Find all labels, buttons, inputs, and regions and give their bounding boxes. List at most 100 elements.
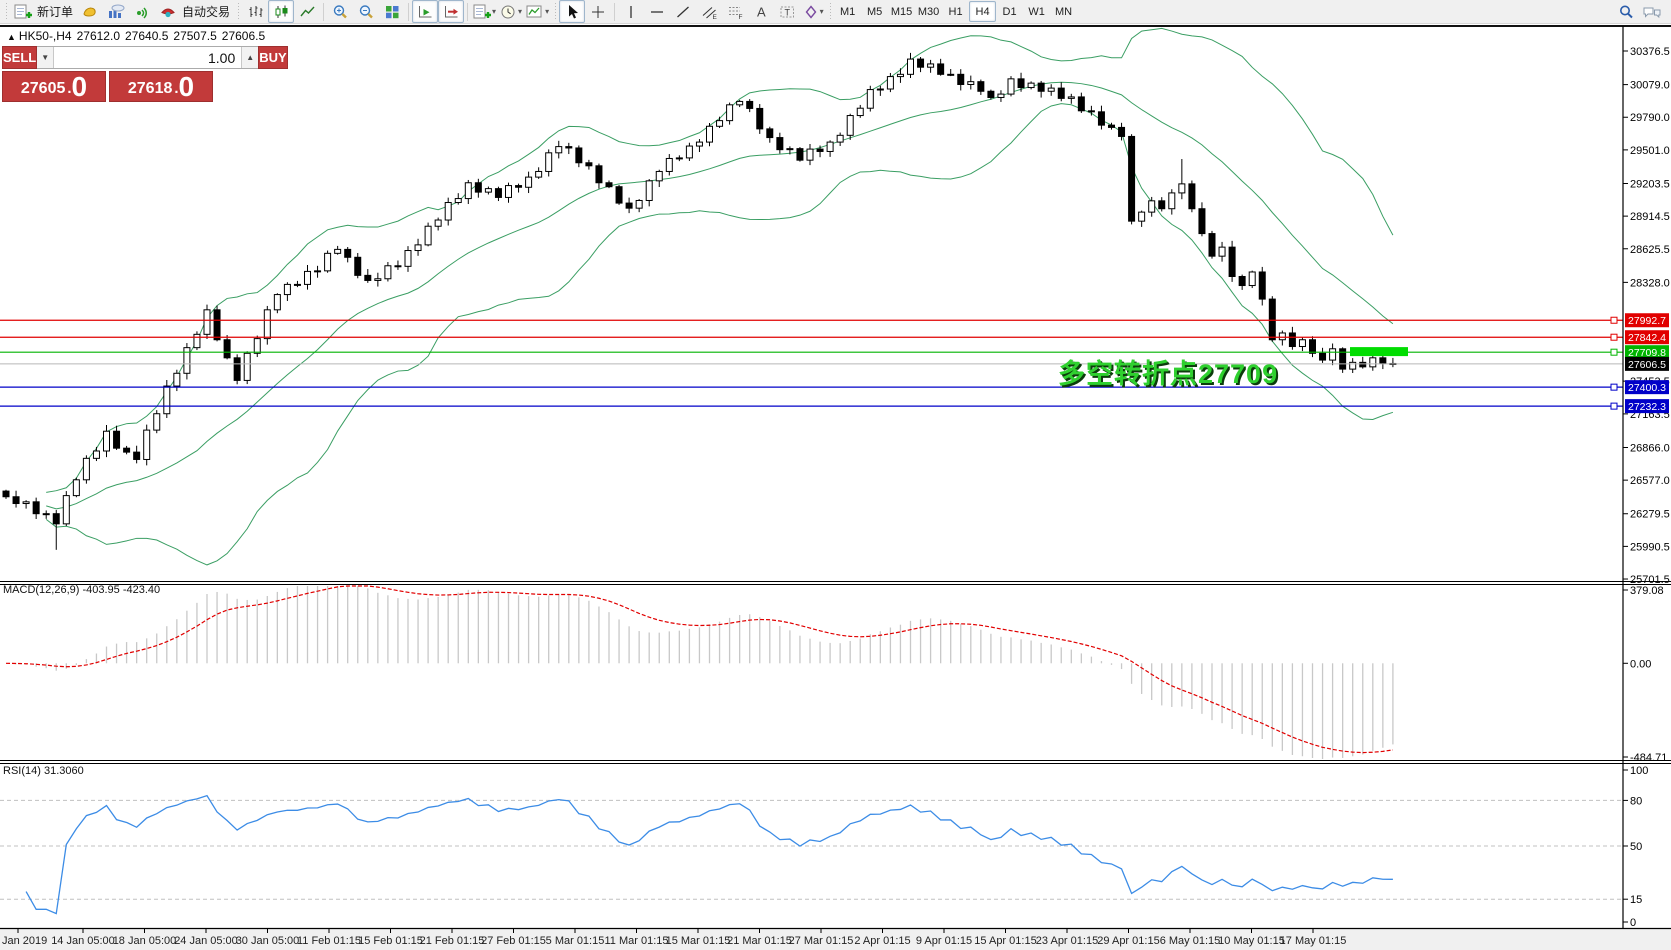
indicators-button[interactable]: ▾	[524, 0, 551, 23]
candle-bearish	[1288, 332, 1296, 348]
candle-bullish	[143, 429, 151, 460]
candle-bullish	[1178, 183, 1186, 194]
chat-button[interactable]	[1639, 0, 1665, 23]
timeframe-m5[interactable]: M5	[866, 5, 883, 18]
timeframe-m30[interactable]: M30	[917, 5, 940, 18]
candle-bearish	[133, 451, 141, 460]
candle-bullish	[675, 157, 683, 160]
line-chart-button[interactable]	[294, 0, 320, 23]
expand-arrow-icon[interactable]: ▲	[7, 32, 16, 42]
price-tick-label: 26577.0	[1630, 475, 1670, 487]
channel-tool-button[interactable]: E	[696, 0, 722, 23]
candle-bearish	[766, 128, 774, 139]
hline-27992.7[interactable]	[0, 316, 1623, 324]
timeframe-h4[interactable]: H4	[969, 1, 997, 22]
volume-box: ▼ ▲	[37, 46, 259, 69]
buy-button[interactable]: BUY	[258, 46, 288, 69]
new-template-button[interactable]: ▾	[471, 0, 498, 23]
candle-bearish	[585, 162, 593, 167]
fibonacci-tool-button[interactable]: F	[722, 0, 748, 23]
candle-bullish	[22, 501, 30, 505]
horizontal-line-tool-button[interactable]	[644, 0, 670, 23]
candle-bearish	[344, 248, 352, 258]
new-order-label[interactable]: 新订单	[37, 5, 74, 19]
trendline-tool-button[interactable]	[670, 0, 696, 23]
timeframe-m15[interactable]: M15	[890, 5, 913, 18]
candle-bullish	[183, 347, 191, 374]
candle-bullish	[655, 170, 663, 182]
zoom-out-button[interactable]	[353, 0, 379, 23]
rsi-tick-label: 0	[1630, 917, 1636, 929]
candle-bearish	[1188, 183, 1196, 210]
volume-input[interactable]	[54, 47, 242, 68]
text-label-tool-button[interactable]: T	[774, 0, 800, 23]
auto-scroll-button[interactable]	[412, 0, 439, 23]
candle-bullish	[545, 152, 553, 172]
hline-27400.3[interactable]	[0, 383, 1623, 391]
price-tick-label: 30376.5	[1630, 46, 1670, 58]
sell-price-display[interactable]: 27605. 0	[2, 71, 106, 102]
gold-icon-button[interactable]	[77, 0, 103, 23]
timeframe-m1[interactable]: M1	[839, 5, 856, 18]
time-tick-label: 11 Feb 01:15	[297, 935, 361, 947]
candle-bullish	[1298, 339, 1306, 348]
highlight-bar[interactable]	[1350, 347, 1408, 357]
toolbar-grip[interactable]	[4, 2, 8, 21]
toolbar-grip[interactable]	[236, 2, 241, 21]
toolbar-grip[interactable]	[553, 2, 558, 21]
zoom-in-button[interactable]	[327, 0, 353, 23]
arrows-tool-button[interactable]: ▾	[800, 0, 826, 23]
crosshair-button[interactable]	[585, 0, 611, 23]
hline-handle	[1610, 316, 1618, 324]
buy-price-display[interactable]: 27618. 0	[109, 71, 213, 102]
candle-bullish	[324, 252, 332, 272]
candle-bullish	[645, 180, 653, 201]
timeframe-h1[interactable]: H1	[948, 5, 963, 18]
candle-bearish	[113, 430, 121, 449]
high-value: 27640.5	[125, 29, 169, 43]
hline-handle	[1610, 333, 1618, 341]
tile-windows-button[interactable]	[379, 0, 405, 23]
bar-chart-button[interactable]	[242, 0, 268, 23]
candle-bullish	[72, 479, 80, 497]
hline-27232.3[interactable]	[0, 402, 1623, 410]
sell-button[interactable]: SELL	[2, 46, 38, 69]
candlestick-chart-button[interactable]	[268, 0, 295, 23]
candle-bullish	[1218, 246, 1226, 257]
timeframe-w1[interactable]: W1	[1028, 5, 1045, 18]
candle-bearish	[1208, 233, 1216, 257]
candle-bearish	[1077, 96, 1085, 112]
cloud-chart-icon-button[interactable]	[103, 0, 129, 23]
timeframe-mn[interactable]: MN	[1055, 5, 1073, 18]
candle-bearish	[776, 137, 784, 151]
signal-icon-button[interactable]	[129, 0, 155, 23]
candle-bullish	[695, 141, 703, 147]
volume-increase-button[interactable]: ▲	[241, 47, 259, 68]
autotrading-button[interactable]	[155, 0, 181, 23]
autotrading-label[interactable]: 自动交易	[182, 5, 231, 19]
new-order-button[interactable]	[10, 0, 36, 23]
annotation-text[interactable]: 多空转折点27709	[1058, 359, 1279, 389]
candle-bullish	[726, 104, 734, 122]
chart-canvas[interactable]: 30376.5 30079.0 29790.0 29501.0 29203.5 28914…	[0, 24, 1671, 950]
candle-bullish	[424, 225, 432, 246]
period-clock-button[interactable]: ▾	[498, 0, 524, 23]
volume-decrease-button[interactable]: ▼	[37, 47, 55, 68]
candle-bearish	[816, 148, 824, 152]
hline-27842.4[interactable]	[0, 333, 1623, 341]
candle-bullish	[706, 125, 713, 143]
vertical-line-tool-button[interactable]	[618, 0, 644, 23]
candle-bearish	[987, 90, 995, 98]
hline-handle	[1610, 348, 1618, 356]
text-tool-button[interactable]: A	[748, 0, 774, 23]
candle-bearish	[625, 202, 633, 209]
timeframe-d1[interactable]: D1	[1002, 5, 1017, 18]
search-button[interactable]	[1613, 0, 1639, 23]
cursor-button[interactable]	[559, 0, 586, 23]
chart-objects-layer[interactable]	[0, 316, 1623, 410]
chart-shift-button[interactable]	[438, 0, 465, 23]
rsi-indicator-label: RSI(14) 31.3060	[3, 765, 84, 777]
toolbar-grip[interactable]	[828, 2, 833, 21]
candle-bullish	[434, 219, 442, 227]
